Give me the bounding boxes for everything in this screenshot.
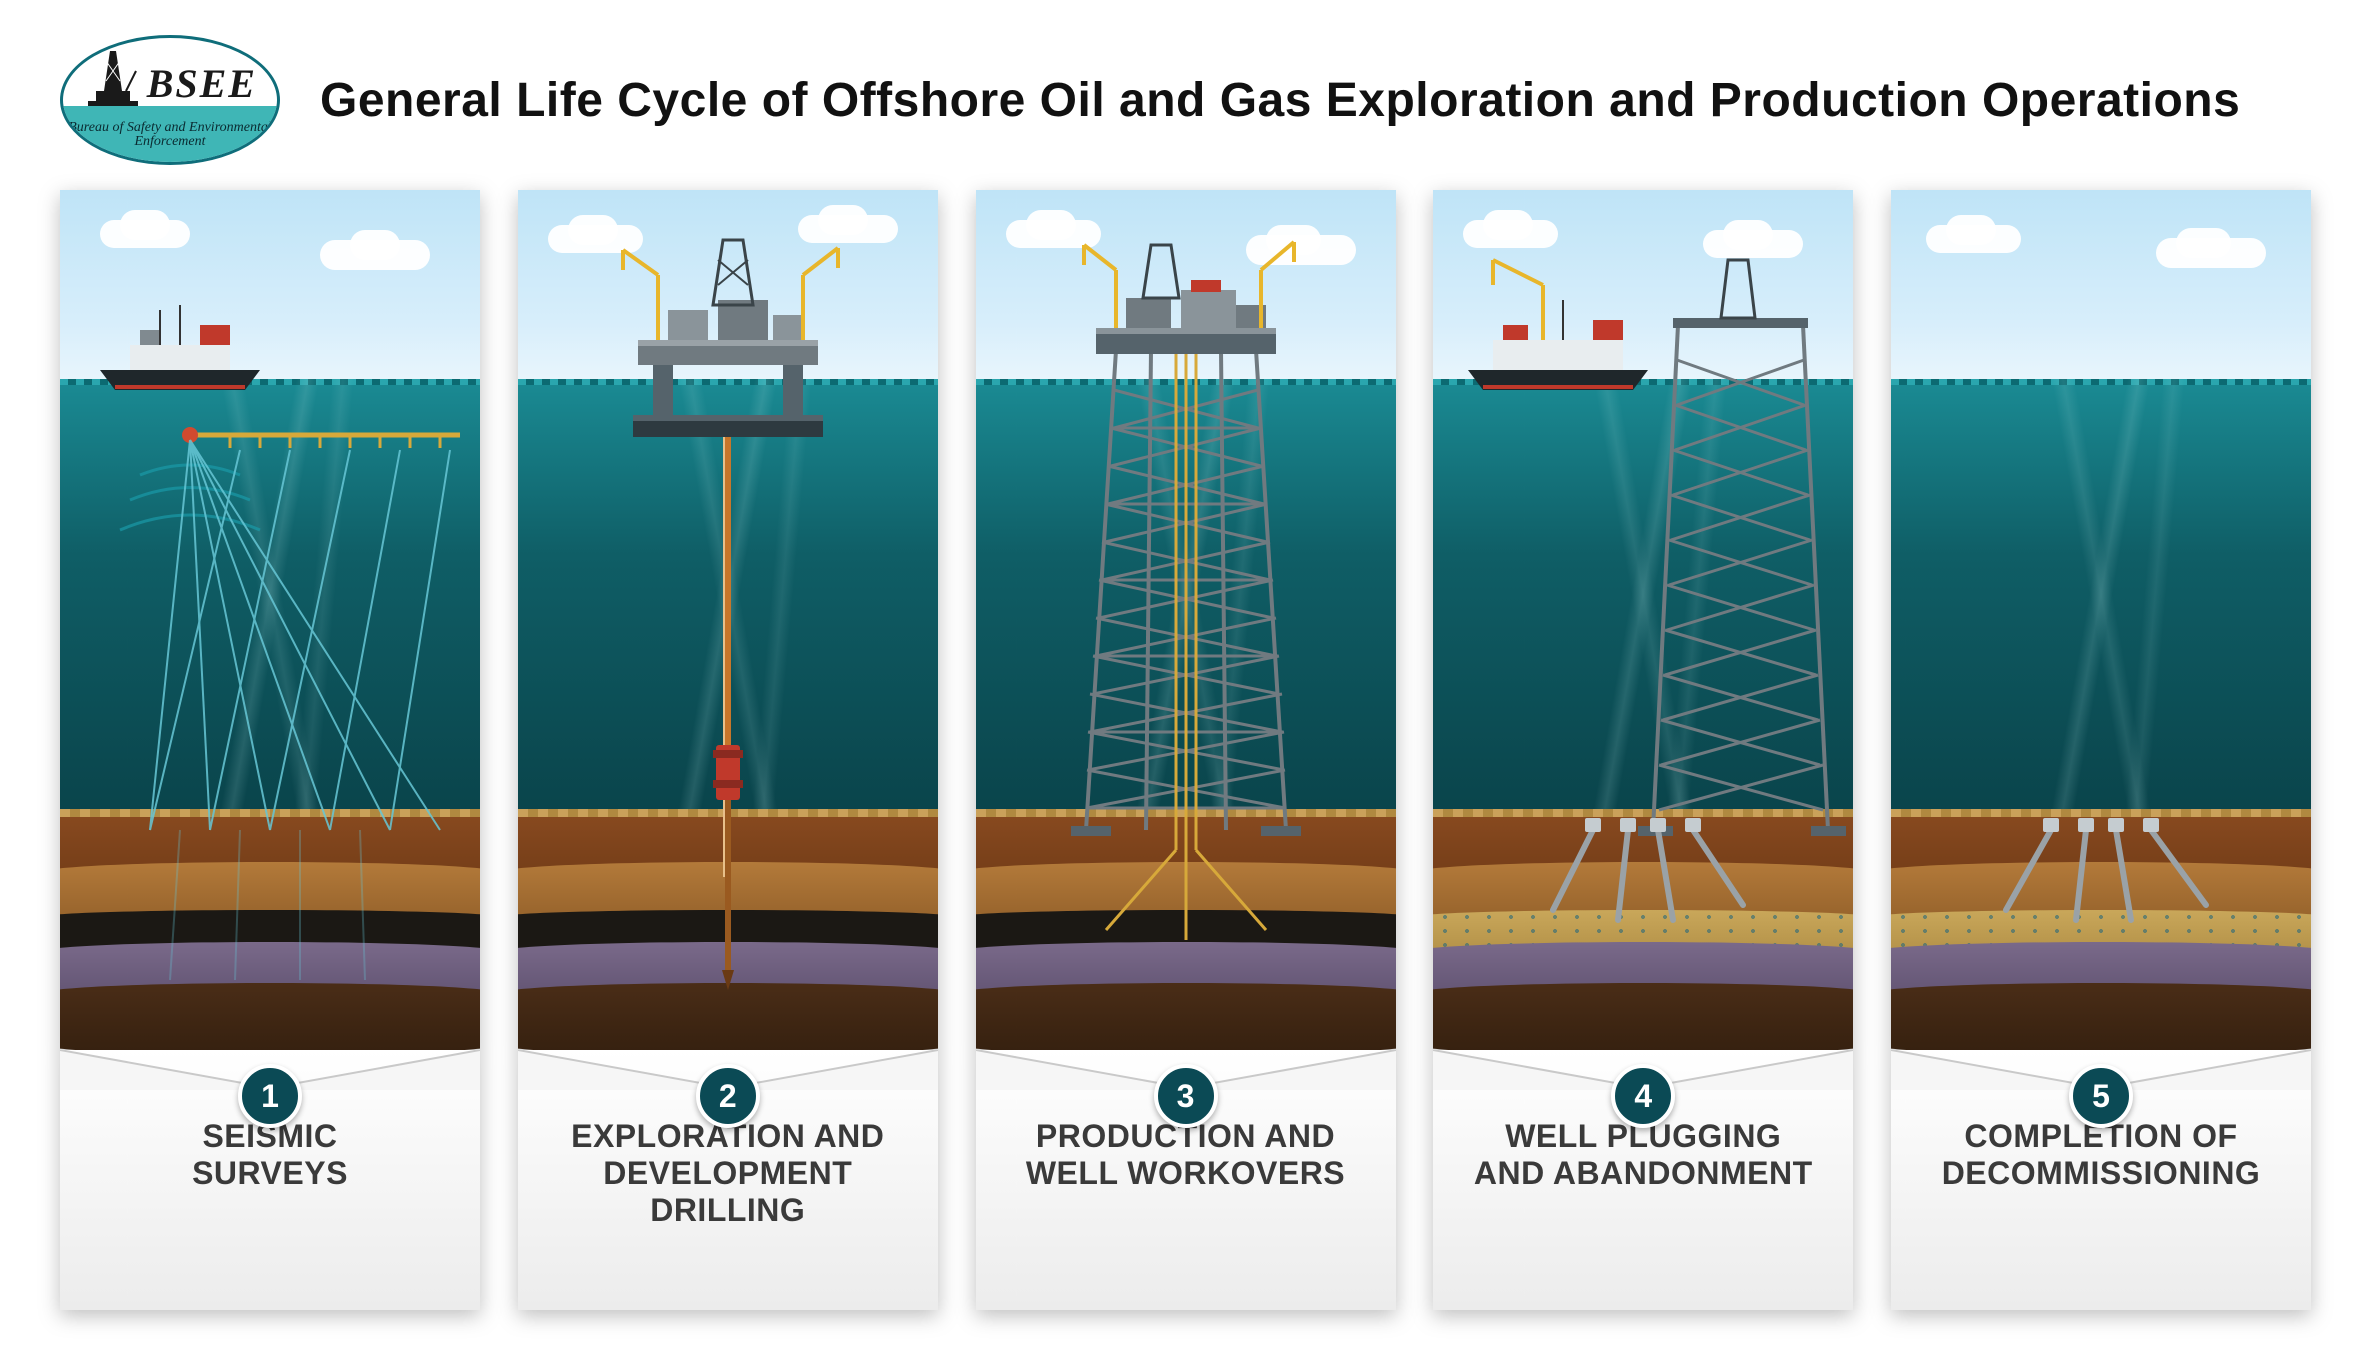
drill-string-icon: [713, 437, 743, 990]
caption-text: PRODUCTION AND WELL WORKOVERS: [996, 1118, 1376, 1192]
logo-acronym: BSEE: [147, 60, 257, 107]
fixed-platform-icon: [1084, 242, 1294, 354]
sonar-rays: [150, 440, 450, 980]
production-overlay: [976, 190, 1396, 1050]
scene-decommissioned: [1891, 190, 2311, 1050]
scene-seismic: [60, 190, 480, 1050]
page-title: General Life Cycle of Offshore Oil and G…: [320, 73, 2240, 128]
step-number-badge: 1: [238, 1064, 302, 1128]
caption: 1 SEISMIC SURVEYS: [60, 1050, 480, 1310]
caption: 5 COMPLETION OF DECOMMISSIONING: [1891, 1050, 2311, 1310]
bare-jacket-icon: [1638, 260, 1846, 836]
survey-ship-icon: [100, 305, 260, 390]
logo-subtitle: Bureau of Safety and Environmental Enfor…: [63, 121, 277, 150]
plugging-overlay: [1433, 190, 1853, 1050]
decommissioned-overlay: [1891, 190, 2311, 1050]
scene-plugging: [1433, 190, 1853, 1050]
caption-text: WELL PLUGGING AND ABANDONMENT: [1453, 1118, 1833, 1192]
caption: 3 PRODUCTION AND WELL WORKOVERS: [976, 1050, 1396, 1310]
caption-text: COMPLETION OF DECOMMISSIONING: [1911, 1118, 2291, 1192]
scene-drilling: [518, 190, 938, 1050]
step-number-badge: 2: [696, 1064, 760, 1128]
panel-5-decommissioned: 5 COMPLETION OF DECOMMISSIONING: [1891, 190, 2311, 1310]
oil-rig-icon: [88, 51, 138, 106]
production-risers: [1106, 350, 1266, 940]
header: BSEE Bureau of Safety and Environmental …: [60, 30, 2311, 170]
caption-text: SEISMIC SURVEYS: [80, 1118, 460, 1192]
panels-row: 1 SEISMIC SURVEYS: [60, 190, 2311, 1310]
panel-4-plugging: 4 WELL PLUGGING AND ABANDONMENT: [1433, 190, 1853, 1310]
seismic-overlay: [60, 190, 480, 1050]
panel-3-production: 3 PRODUCTION AND WELL WORKOVERS: [976, 190, 1396, 1310]
semisub-rig-icon: [623, 240, 838, 437]
panel-1-seismic: 1 SEISMIC SURVEYS: [60, 190, 480, 1310]
panel-2-drilling: 2 EXPLORATION AND DEVELOPMENT DRILLING: [518, 190, 938, 1310]
scene-production: [976, 190, 1396, 1050]
sonar-pulse-icon: [120, 465, 260, 530]
step-number-badge: 4: [1611, 1064, 1675, 1128]
caption: 4 WELL PLUGGING AND ABANDONMENT: [1433, 1050, 1853, 1310]
step-number-badge: 3: [1154, 1064, 1218, 1128]
bsee-logo: BSEE Bureau of Safety and Environmental …: [60, 35, 280, 165]
support-vessel-icon: [1468, 260, 1648, 390]
logo-ellipse: BSEE Bureau of Safety and Environmental …: [60, 35, 280, 165]
well-stubs: [2006, 818, 2206, 920]
infographic-page: BSEE Bureau of Safety and Environmental …: [0, 0, 2371, 1349]
caption: 2 EXPLORATION AND DEVELOPMENT DRILLING: [518, 1050, 938, 1310]
sonar-array-icon: [182, 427, 460, 448]
step-number-badge: 5: [2069, 1064, 2133, 1128]
caption-text: EXPLORATION AND DEVELOPMENT DRILLING: [538, 1118, 918, 1228]
drilling-overlay: [518, 190, 938, 1050]
